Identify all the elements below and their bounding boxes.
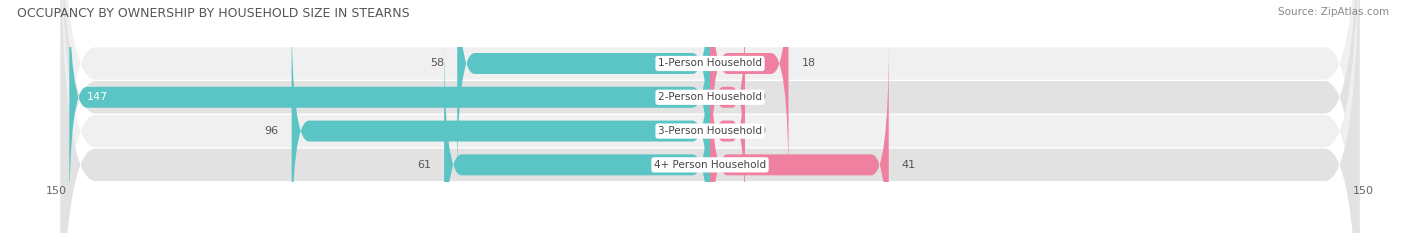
Text: 61: 61 xyxy=(418,160,432,170)
Text: 147: 147 xyxy=(87,92,108,102)
Text: Source: ZipAtlas.com: Source: ZipAtlas.com xyxy=(1278,7,1389,17)
Text: OCCUPANCY BY OWNERSHIP BY HOUSEHOLD SIZE IN STEARNS: OCCUPANCY BY OWNERSHIP BY HOUSEHOLD SIZE… xyxy=(17,7,409,20)
Text: 4+ Person Household: 4+ Person Household xyxy=(654,160,766,170)
FancyBboxPatch shape xyxy=(69,0,710,222)
Text: 58: 58 xyxy=(430,58,444,69)
Text: 41: 41 xyxy=(901,160,915,170)
Text: 18: 18 xyxy=(801,58,815,69)
FancyBboxPatch shape xyxy=(444,40,710,233)
FancyBboxPatch shape xyxy=(291,6,710,233)
FancyBboxPatch shape xyxy=(710,0,789,188)
FancyBboxPatch shape xyxy=(60,0,1360,233)
FancyBboxPatch shape xyxy=(457,0,710,188)
FancyBboxPatch shape xyxy=(710,6,745,188)
FancyBboxPatch shape xyxy=(60,0,1360,233)
Text: 3-Person Household: 3-Person Household xyxy=(658,126,762,136)
FancyBboxPatch shape xyxy=(60,0,1360,233)
Text: 2-Person Household: 2-Person Household xyxy=(658,92,762,102)
Text: 96: 96 xyxy=(264,126,278,136)
Text: 0: 0 xyxy=(758,92,765,102)
Text: 0: 0 xyxy=(758,126,765,136)
FancyBboxPatch shape xyxy=(710,40,889,233)
FancyBboxPatch shape xyxy=(60,0,1360,233)
FancyBboxPatch shape xyxy=(710,40,745,222)
Text: 1-Person Household: 1-Person Household xyxy=(658,58,762,69)
